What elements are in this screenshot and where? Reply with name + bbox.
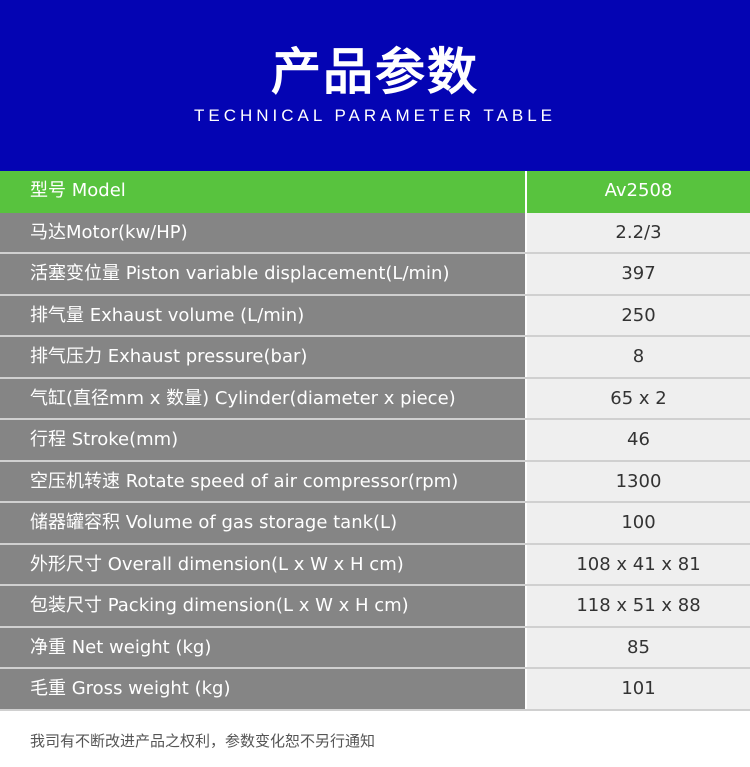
table-row: 气缸(直径mm x 数量) Cylinder(diameter x piece)… [0,378,750,420]
row-value: 65 x 2 [527,378,750,418]
row-value: 101 [527,669,750,709]
table-row: 马达Motor(kw/HP) 2.2/3 [0,212,750,254]
row-label: 气缸(直径mm x 数量) Cylinder(diameter x piece) [0,378,527,418]
row-value: 46 [527,420,750,460]
page-title: 产品参数 [271,43,479,101]
row-label: 排气压力 Exhaust pressure(bar) [0,337,527,377]
row-value: 8 [527,337,750,377]
table-row: 储器罐容积 Volume of gas storage tank(L) 100 [0,503,750,545]
row-label: 毛重 Gross weight (kg) [0,669,527,709]
header-banner: 产品参数 TECHNICAL PARAMETER TABLE [0,0,750,171]
header-value: Av2508 [527,171,750,213]
row-label: 包装尺寸 Packing dimension(L x W x H cm) [0,586,527,626]
row-value: 118 x 51 x 88 [527,586,750,626]
row-label: 储器罐容积 Volume of gas storage tank(L) [0,503,527,543]
row-label: 排气量 Exhaust volume (L/min) [0,295,527,335]
row-value: 2.2/3 [527,212,750,252]
row-label: 马达Motor(kw/HP) [0,212,527,252]
table-row: 排气压力 Exhaust pressure(bar) 8 [0,337,750,379]
row-label: 净重 Net weight (kg) [0,627,527,667]
parameter-table: 型号 Model Av2508 马达Motor(kw/HP) 2.2/3 活塞变位量… [0,171,750,711]
footer-note: 我司有不断改进产品之权利，参数变化恕不另行通知 [30,732,376,750]
page-subtitle: TECHNICAL PARAMETER TABLE [194,106,556,125]
table-row: 活塞变位量 Piston variable displacement(L/min… [0,254,750,296]
row-value: 397 [527,254,750,294]
table-row: 包装尺寸 Packing dimension(L x W x H cm) 118 … [0,586,750,628]
table-row: 毛重 Gross weight (kg) 101 [0,669,750,711]
row-label: 外形尺寸 Overall dimension(L x W x H cm) [0,544,527,584]
table-row: 空压机转速 Rotate speed of air compressor(rpm… [0,461,750,503]
table-row: 外形尺寸 Overall dimension(L x W x H cm) 108 … [0,544,750,586]
header-label: 型号 Model [0,171,527,213]
row-value: 108 x 41 x 81 [527,544,750,584]
row-label: 空压机转速 Rotate speed of air compressor(rpm… [0,461,527,501]
table-header-row: 型号 Model Av2508 [0,171,750,213]
row-label: 行程 Stroke(mm) [0,420,527,460]
row-value: 250 [527,295,750,335]
table-row: 净重 Net weight (kg) 85 [0,627,750,669]
row-value: 85 [527,627,750,667]
row-label: 活塞变位量 Piston variable displacement(L/min… [0,254,527,294]
row-value: 1300 [527,461,750,501]
table-row: 行程 Stroke(mm) 46 [0,420,750,462]
row-value: 100 [527,503,750,543]
table-row: 排气量 Exhaust volume (L/min) 250 [0,295,750,337]
